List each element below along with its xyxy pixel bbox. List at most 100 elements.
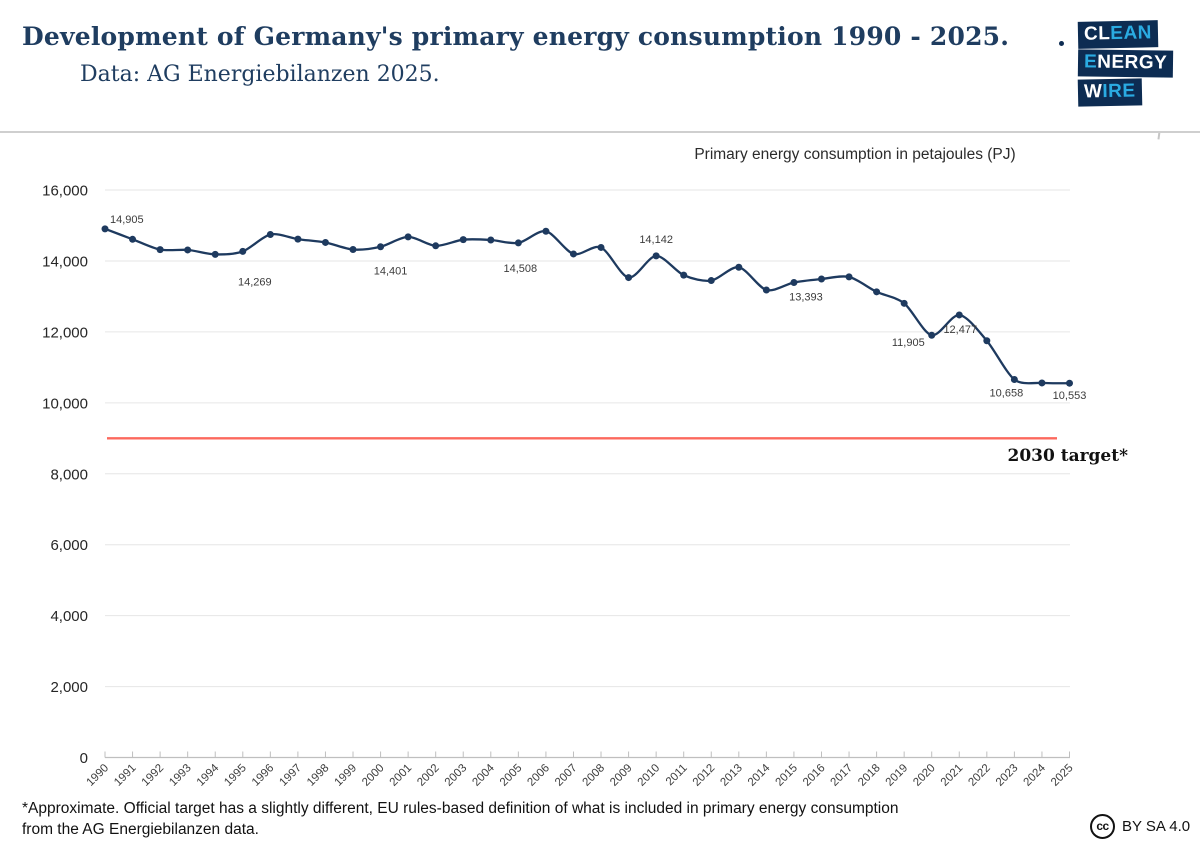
data-point — [487, 236, 495, 244]
y-tick-label: 2,000 — [50, 679, 88, 696]
data-point — [928, 331, 936, 339]
data-point — [542, 227, 550, 235]
data-point — [569, 250, 577, 258]
x-tick-label: 2000 — [360, 762, 387, 789]
logo-word: ENERGY — [1077, 49, 1174, 78]
creative-commons-icon: cc — [1090, 813, 1115, 839]
footnote-line-2: from the AG Energiebilanzen data. — [22, 821, 259, 838]
x-tick-label: 2001 — [388, 762, 415, 789]
x-tick-label: 2006 — [525, 762, 552, 789]
x-tick-label: 2024 — [1021, 762, 1048, 789]
chart-title: Primary energy consumption in petajoules… — [694, 146, 1016, 163]
x-tick-label: 1999 — [333, 762, 360, 789]
data-point — [900, 299, 908, 307]
x-tick-label: 2002 — [415, 762, 442, 789]
x-tick-label: 2010 — [636, 762, 663, 789]
clean-energy-wire-logo: CLEAN ENERGY WIRE — [1059, 20, 1178, 108]
data-point — [211, 250, 219, 258]
header: Development of Germany's primary energy … — [0, 0, 1200, 133]
footnote: *Approximate. Official target has a slig… — [22, 798, 1042, 840]
data-point — [349, 245, 357, 253]
data-point — [817, 275, 825, 283]
y-tick-label: 8,000 — [50, 466, 88, 483]
x-tick-label: 2007 — [553, 762, 580, 789]
y-tick-label: 0 — [80, 750, 88, 767]
x-tick-label: 1992 — [140, 762, 167, 789]
x-tick-label: 2023 — [994, 762, 1021, 789]
logo-dot-icon — [1059, 41, 1064, 46]
data-point — [294, 235, 302, 243]
x-tick-label: 2008 — [581, 762, 608, 789]
point-label: 14,269 — [238, 276, 272, 288]
x-tick-label: 2022 — [966, 762, 993, 789]
x-tick-label: 2009 — [608, 762, 635, 789]
x-tick-label: 2013 — [718, 762, 745, 789]
point-label: 11,905 — [892, 337, 925, 349]
point-label: 14,905 — [110, 214, 144, 226]
x-tick-label: 2021 — [939, 762, 966, 789]
x-tick-label: 2025 — [1049, 762, 1076, 789]
y-tick-label: 6,000 — [50, 537, 88, 554]
data-point — [845, 273, 853, 281]
y-tick-label: 10,000 — [42, 395, 88, 412]
data-point — [156, 246, 164, 254]
data-point — [873, 288, 881, 296]
point-label: 12,477 — [943, 324, 977, 336]
point-label: 14,142 — [639, 234, 673, 246]
x-tick-label: 1993 — [167, 762, 194, 789]
data-point — [1038, 379, 1046, 387]
x-tick-label: 2018 — [856, 762, 883, 789]
data-point — [129, 235, 137, 243]
license-text: BY SA 4.0 — [1122, 817, 1191, 835]
x-tick-label: 2017 — [829, 762, 856, 789]
x-tick-label: 2003 — [443, 762, 470, 789]
x-tick-label: 2011 — [664, 762, 690, 788]
footnote-line-1: *Approximate. Official target has a slig… — [22, 800, 899, 817]
data-point — [652, 252, 660, 260]
page-subtitle: Data: AG Energiebilanzen 2025. — [80, 62, 440, 87]
data-point — [790, 278, 798, 286]
x-tick-label: 1998 — [305, 762, 332, 789]
x-tick-label: 2014 — [746, 762, 773, 789]
data-point — [377, 243, 385, 251]
x-tick-label: 1996 — [250, 762, 277, 789]
point-label: 13,393 — [789, 291, 823, 303]
data-point — [432, 242, 440, 250]
point-label: 10,553 — [1053, 390, 1087, 402]
data-point — [680, 271, 688, 279]
data-point — [459, 236, 467, 244]
x-tick-label: 2020 — [911, 762, 938, 789]
y-tick-label: 16,000 — [42, 183, 88, 200]
y-tick-label: 14,000 — [42, 253, 88, 270]
data-point — [184, 246, 192, 254]
data-point — [1010, 375, 1018, 383]
data-point — [101, 225, 109, 233]
x-tick-label: 2005 — [498, 762, 525, 789]
point-label: 10,658 — [990, 387, 1024, 399]
data-point — [983, 337, 991, 345]
page-title: Development of Germany's primary energy … — [22, 22, 1010, 51]
data-point — [239, 247, 247, 255]
data-point — [707, 277, 715, 285]
license-badge: cc BY SA 4.0 — [1090, 813, 1191, 839]
data-point — [735, 263, 743, 271]
x-tick-label: 2015 — [773, 762, 800, 789]
data-point — [762, 286, 770, 294]
consumption-line — [104, 227, 1070, 385]
x-tick-label: 1990 — [85, 762, 112, 789]
target-2030-label: 2030 target* — [1007, 446, 1128, 466]
x-tick-label: 1991 — [112, 762, 139, 789]
logo-word: CLEAN — [1077, 20, 1159, 49]
data-point — [625, 274, 633, 282]
data-point — [266, 230, 274, 238]
data-point — [597, 243, 605, 251]
data-point — [321, 238, 329, 246]
x-tick-label: 2012 — [691, 762, 718, 789]
y-tick-label: 4,000 — [50, 608, 88, 625]
x-tick-label: 1995 — [222, 762, 249, 789]
data-point — [404, 233, 412, 241]
x-tick-label: 1997 — [277, 762, 304, 789]
x-tick-label: 1994 — [195, 762, 222, 789]
data-point — [955, 311, 963, 319]
